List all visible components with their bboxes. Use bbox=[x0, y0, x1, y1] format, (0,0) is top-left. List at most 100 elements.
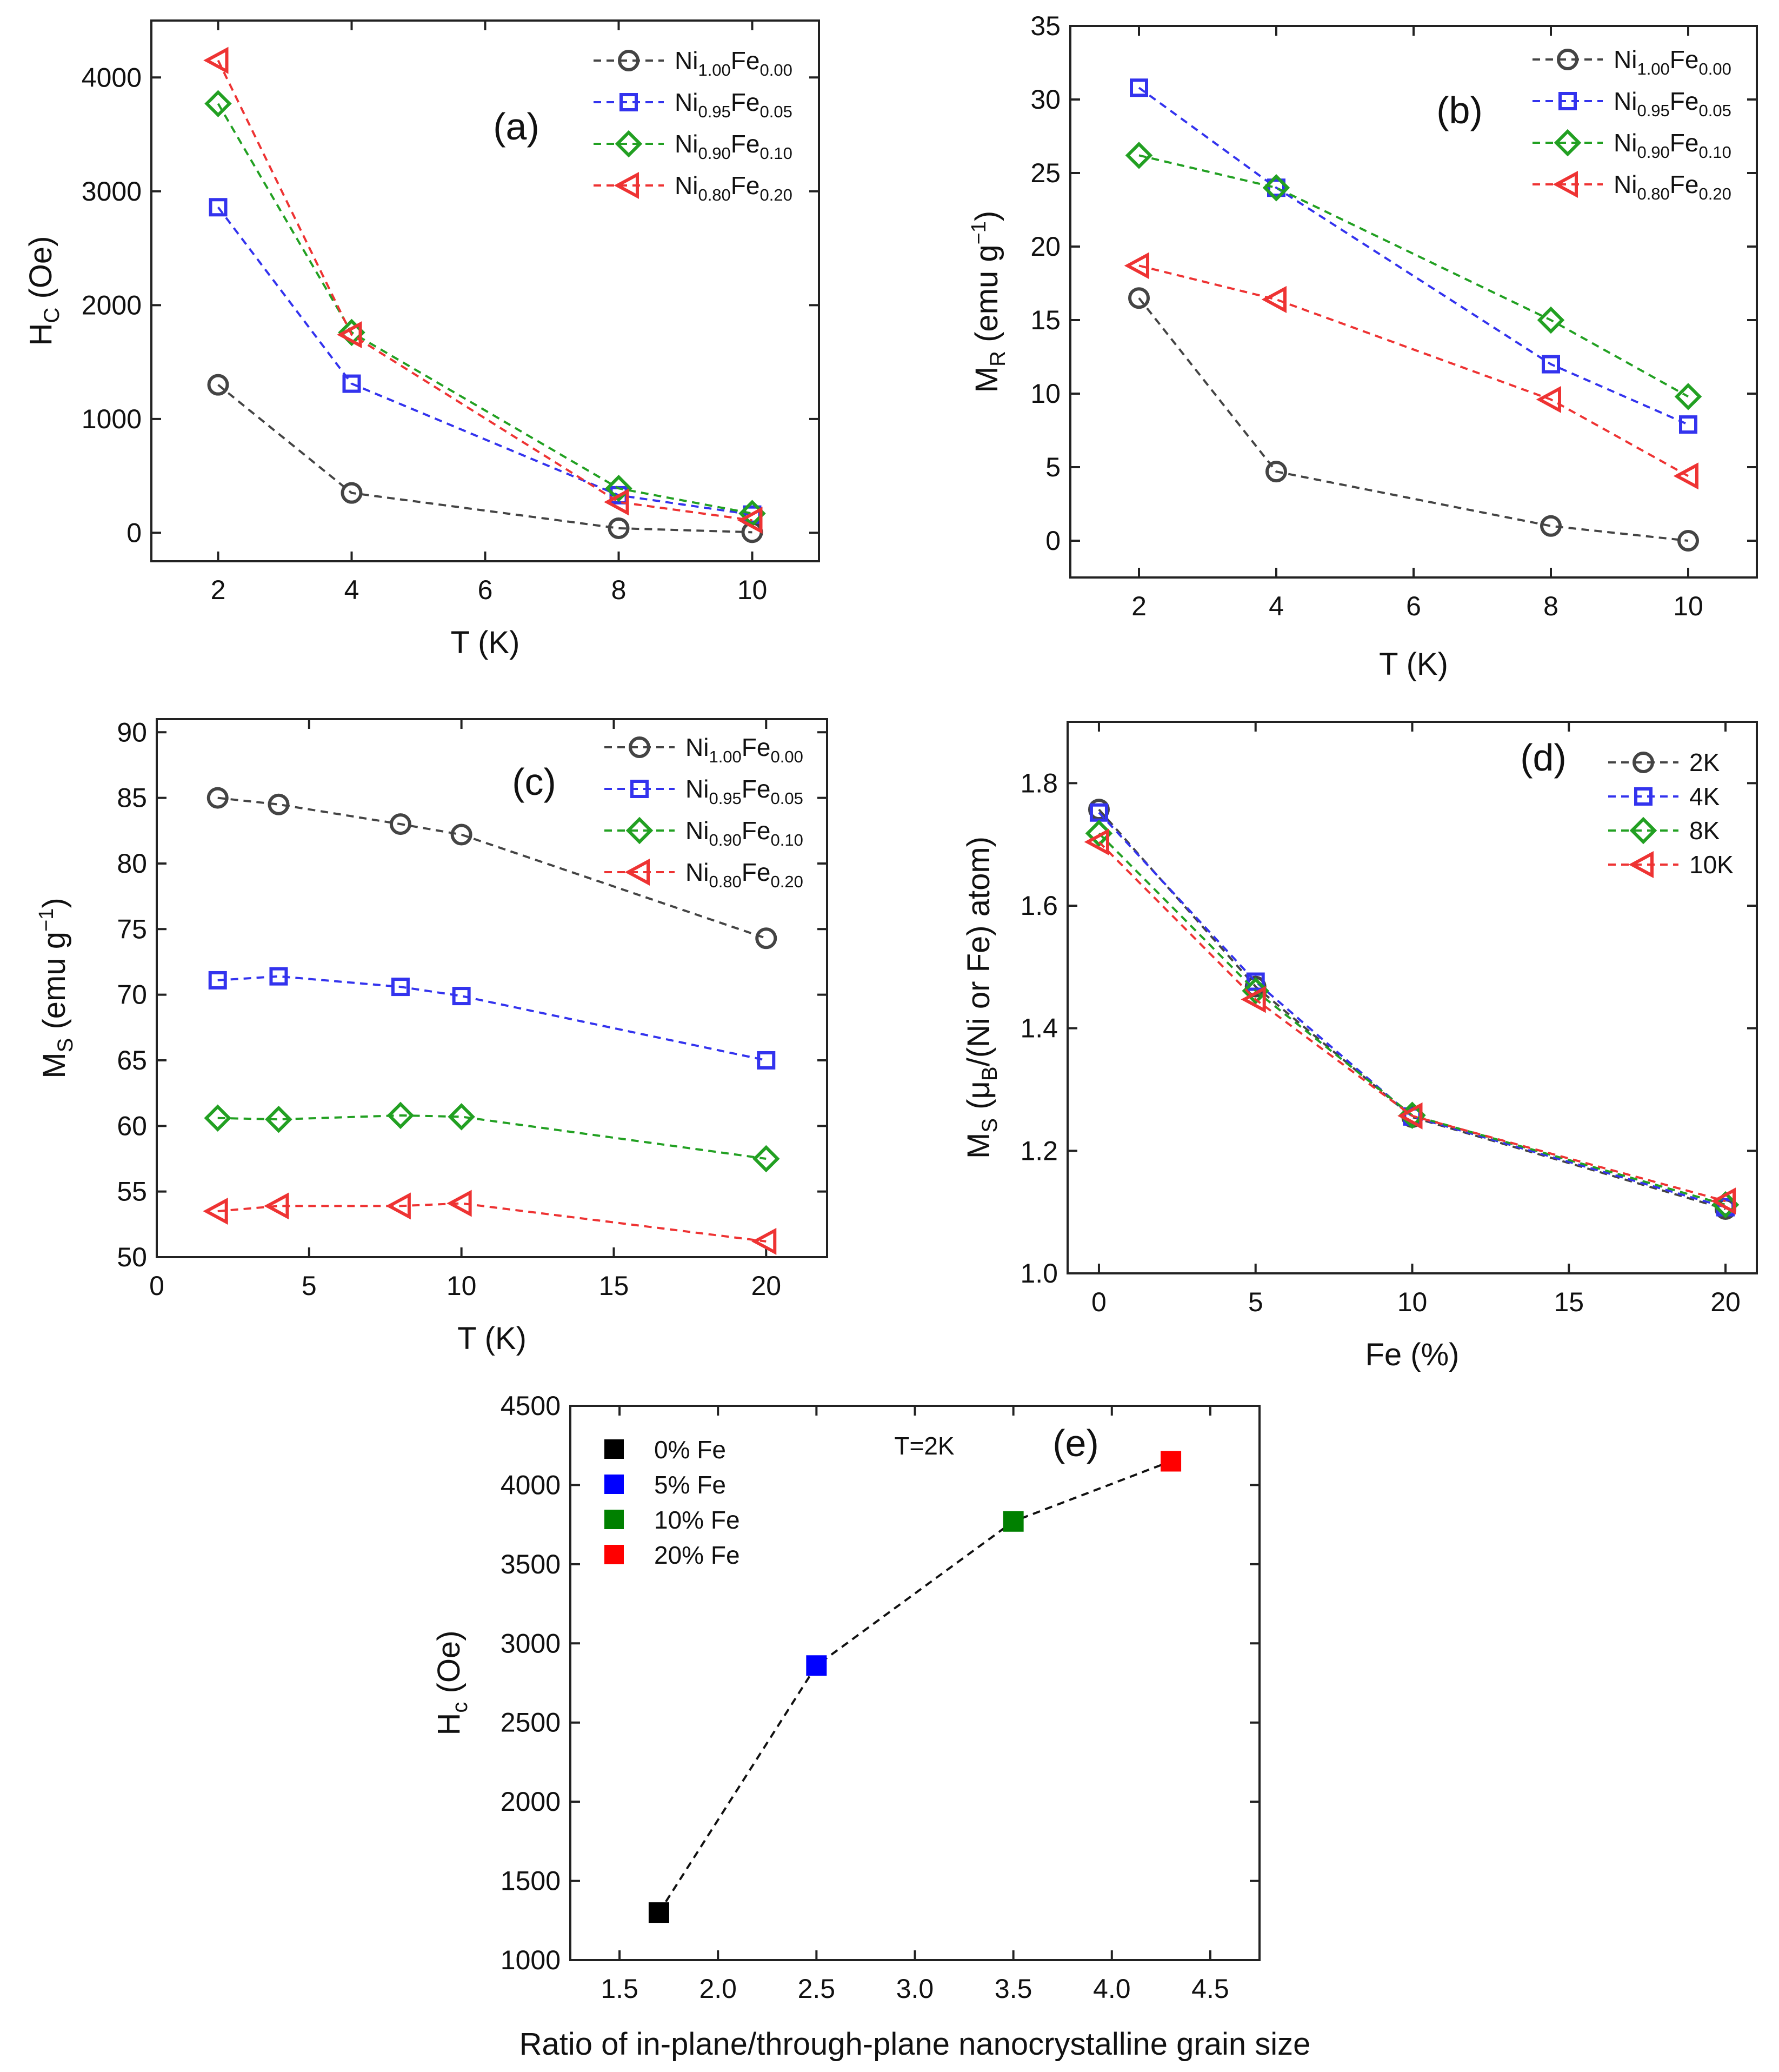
plot-frame bbox=[1067, 721, 1758, 1274]
y-tick-label: 0 bbox=[126, 517, 142, 548]
y-tick-label: 5 bbox=[1045, 452, 1061, 482]
data-point bbox=[1262, 174, 1290, 202]
legend-label: Ni0.90Fe0.10 bbox=[1614, 129, 1731, 162]
data-point bbox=[1679, 415, 1697, 434]
y-tick-label: 1000 bbox=[82, 404, 142, 434]
series-line-1 bbox=[1138, 87, 1689, 426]
y-tick-label: 1500 bbox=[501, 1866, 561, 1896]
y-tick-label: 1.2 bbox=[1020, 1135, 1058, 1166]
data-point bbox=[204, 1104, 231, 1132]
legend-marker bbox=[1634, 787, 1653, 806]
data-point bbox=[203, 1198, 228, 1225]
data-point bbox=[387, 1101, 415, 1130]
y-tick-label: 25 bbox=[1030, 158, 1061, 188]
data-point bbox=[385, 1192, 411, 1220]
panel-label: (a) bbox=[493, 105, 539, 148]
x-tick-label: 4.5 bbox=[1191, 1974, 1229, 2004]
y-tick-label: 1.6 bbox=[1020, 891, 1058, 921]
series-line-2 bbox=[1138, 154, 1689, 398]
y-axis-label: MR (emu g−1) bbox=[968, 211, 1010, 393]
y-tick-label: 4000 bbox=[501, 1470, 561, 1500]
x-axis-label: T (K) bbox=[451, 625, 520, 660]
legend-label: 2K bbox=[1689, 748, 1720, 776]
legend-marker bbox=[604, 1510, 624, 1529]
data-point bbox=[608, 517, 630, 539]
series-line-3 bbox=[1138, 264, 1689, 477]
annotation-temperature: T=2K bbox=[894, 1432, 955, 1460]
series-line-0 bbox=[217, 796, 767, 940]
data-point bbox=[391, 978, 410, 997]
series-line-3 bbox=[217, 59, 752, 522]
y-axis-label: MS (emu g−1) bbox=[35, 898, 77, 1078]
x-tick-label: 8 bbox=[611, 575, 627, 605]
data-point bbox=[1130, 78, 1148, 97]
legend-marker bbox=[630, 780, 649, 798]
data-point bbox=[337, 321, 362, 349]
legend-label: Ni0.80Fe0.20 bbox=[1614, 170, 1731, 203]
x-tick-label: 3.5 bbox=[995, 1974, 1032, 2004]
legend-label: Ni0.80Fe0.20 bbox=[685, 858, 803, 891]
data-point bbox=[1536, 386, 1561, 413]
legend-label: Ni1.00Fe0.00 bbox=[1614, 45, 1731, 78]
legend-marker bbox=[1553, 170, 1578, 198]
y-tick-label: 0 bbox=[1045, 526, 1061, 556]
x-tick-label: 6 bbox=[478, 575, 493, 605]
panel-label: (c) bbox=[512, 761, 556, 803]
x-tick-label: 5 bbox=[302, 1271, 317, 1301]
data-point bbox=[757, 1051, 776, 1070]
data-point bbox=[648, 1902, 669, 1923]
data-point bbox=[448, 1103, 475, 1131]
x-tick-label: 4 bbox=[344, 575, 359, 605]
data-point bbox=[1085, 820, 1113, 847]
series-line-1 bbox=[1098, 812, 1726, 1208]
y-tick-label: 20 bbox=[1030, 231, 1061, 262]
y-tick-label: 3000 bbox=[501, 1628, 561, 1658]
legend-label: 10K bbox=[1689, 851, 1734, 879]
series-line-2 bbox=[1098, 832, 1726, 1206]
series-line-1 bbox=[217, 975, 767, 1061]
data-point bbox=[1674, 383, 1702, 410]
legend-label: 5% Fe bbox=[654, 1471, 726, 1499]
x-tick-label: 1.5 bbox=[601, 1974, 638, 2004]
legend-label: Ni0.95Fe0.05 bbox=[1614, 87, 1731, 120]
data-point bbox=[389, 813, 411, 835]
legend: 2K 4K 8K 10K bbox=[1608, 748, 1734, 879]
y-tick-label: 50 bbox=[117, 1242, 147, 1272]
chart-panel-c: 0 5 10 15 20 50 55 60 65 70 75 80 85 90 T (K) MS (emu g… bbox=[35, 717, 828, 1356]
legend-marker bbox=[614, 171, 639, 200]
data-point bbox=[269, 967, 288, 986]
legend-marker bbox=[624, 858, 650, 886]
x-tick-label: 10 bbox=[1397, 1287, 1428, 1317]
data-point bbox=[209, 198, 228, 217]
data-point bbox=[1003, 1511, 1024, 1532]
legend-label: Ni0.80Fe0.20 bbox=[675, 171, 792, 204]
chart-panel-a: 2 4 6 8 10 0 1000 2000 3000 4000 T (K) HC (Oe) (a) Ni… bbox=[23, 19, 820, 660]
data-point bbox=[204, 90, 232, 117]
x-tick-label: 10 bbox=[1673, 591, 1703, 621]
data-point bbox=[737, 507, 763, 534]
legend: Ni1.00Fe0.00 Ni0.95Fe0.05 Ni0.90Fe0.10 Ni0.… bbox=[594, 47, 792, 204]
x-tick-label: 15 bbox=[599, 1271, 629, 1301]
legend-label: 0% Fe bbox=[654, 1436, 726, 1464]
data-point bbox=[1261, 285, 1287, 313]
data-point bbox=[268, 793, 290, 815]
data-point bbox=[264, 1192, 289, 1220]
y-tick-label: 35 bbox=[1030, 11, 1061, 41]
y-tick-label: 15 bbox=[1030, 305, 1061, 335]
data-point bbox=[755, 927, 777, 949]
x-tick-label: 2.5 bbox=[798, 1974, 836, 2004]
legend-marker bbox=[629, 736, 650, 758]
x-tick-label: 6 bbox=[1406, 591, 1421, 621]
legend-marker bbox=[615, 130, 643, 158]
x-axis-label: Ratio of in-plane/through-plane nanocrys… bbox=[519, 2027, 1311, 2062]
data-point bbox=[341, 482, 363, 504]
series-line-3 bbox=[217, 1202, 767, 1243]
legend-marker bbox=[618, 50, 639, 71]
panel-label: (d) bbox=[1520, 736, 1567, 779]
plot-frame bbox=[150, 19, 820, 562]
y-tick-label: 4000 bbox=[82, 62, 142, 92]
legend: Ni1.00Fe0.00 Ni0.95Fe0.05 Ni0.90Fe0.10 Ni0.… bbox=[1533, 45, 1731, 203]
legend-label: Ni1.00Fe0.00 bbox=[685, 733, 803, 766]
series-line-1 bbox=[217, 207, 752, 516]
data-point bbox=[265, 1105, 292, 1133]
